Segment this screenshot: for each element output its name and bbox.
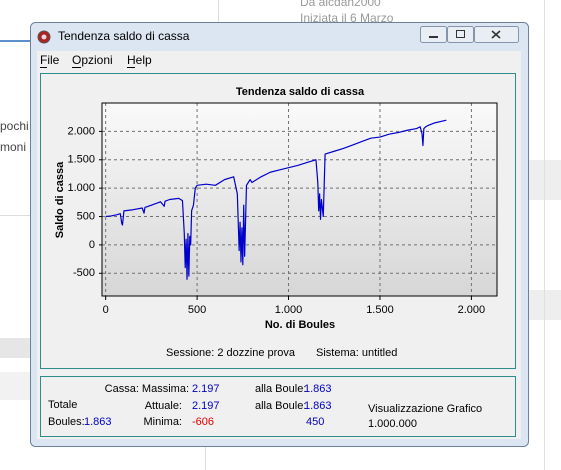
bg-panel [0, 372, 30, 400]
menu-underline [127, 67, 135, 68]
bg-text: Iniziata il 6 Marzo [300, 11, 394, 25]
summary-value: 1.863 [304, 400, 332, 412]
window-title: Tendenza saldo di cassa [58, 29, 190, 43]
y-tick-label: 1.500 [67, 154, 95, 166]
minimize-button[interactable] [420, 26, 447, 43]
minimize-icon [429, 36, 438, 38]
window-icon [41, 34, 47, 40]
x-tick-label: 1.500 [366, 304, 394, 316]
session-label: Sessione: 2 dozzine prova [166, 347, 296, 359]
bg-text: Da aicdan2000 [300, 0, 381, 9]
plot-area [102, 103, 497, 296]
y-axis-label: Saldo di cassa [54, 161, 66, 238]
summary-value: 1.000.000 [368, 418, 417, 430]
y-tick-label: 0 [89, 239, 95, 251]
y-tick-label: 2.000 [67, 125, 95, 137]
summary-label: Visualizzazione Grafico [368, 403, 482, 415]
close-icon [491, 30, 501, 39]
plot-border [101, 102, 498, 297]
summary-value: 450 [306, 416, 324, 428]
summary-label: Attuale: [145, 400, 182, 412]
y-tick-label: 1.000 [67, 182, 95, 194]
x-tick-label: 2.000 [458, 304, 486, 316]
plot [102, 103, 497, 296]
bg-accent [0, 40, 30, 42]
maximize-button[interactable] [447, 26, 474, 43]
bg-text: moni [0, 140, 26, 154]
bg-separator [205, 446, 206, 470]
x-tick-label: 0 [103, 304, 109, 316]
data-line [105, 119, 447, 280]
summary-value: -606 [192, 416, 214, 428]
summary-value: 1.863 [304, 383, 332, 395]
bg-panel [0, 338, 30, 358]
x-axis-label: No. di Boules [265, 319, 335, 331]
summary-label: Totale [48, 399, 77, 411]
summary-value: 2.197 [192, 383, 220, 395]
summary-label: Boules: [48, 416, 85, 428]
summary-panel [40, 376, 516, 437]
menu-underline [72, 67, 81, 68]
summary-label: Cassa: Massima: [105, 383, 189, 395]
bg-separator [218, 0, 219, 22]
bg-separator [544, 0, 545, 470]
y-tick-label: 500 [77, 210, 95, 222]
x-tick-label: 1.000 [275, 304, 303, 316]
menu-item[interactable]: Opzioni [72, 53, 113, 67]
menu-item[interactable]: File [40, 53, 60, 67]
menu-item[interactable]: Help [127, 53, 152, 67]
bg-text: pochi [0, 119, 29, 133]
chart-title: Tendenza saldo di cassa [236, 86, 365, 98]
summary-value: 1.863 [84, 416, 112, 428]
system-label: Sistema: untitled [316, 347, 397, 359]
x-tick-label: 500 [188, 304, 206, 316]
y-tick-label: -500 [73, 267, 95, 279]
summary-label: alla Boule: [255, 400, 306, 412]
maximize-icon [456, 30, 465, 38]
bg-separator [0, 215, 30, 216]
summary-label: alla Boule: [255, 383, 306, 395]
summary-label: Minima: [143, 416, 182, 428]
menu-underline [40, 67, 47, 68]
summary-value: 2.197 [192, 400, 220, 412]
